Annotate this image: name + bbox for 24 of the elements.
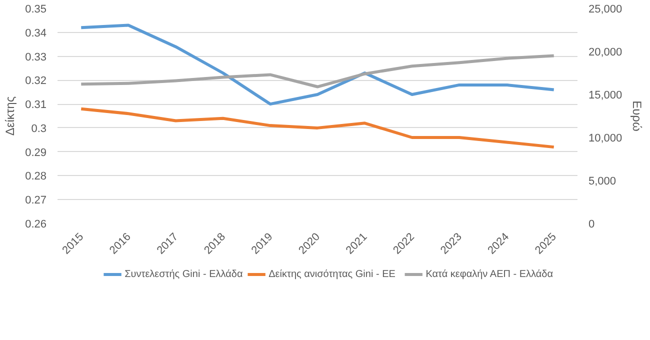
y-tick-label: 0.27 xyxy=(25,194,47,207)
legend-label: Συντελεστής Gini - Ελλάδα xyxy=(124,269,243,280)
y2-axis-title: Ευρώ xyxy=(630,100,644,132)
y-axis-title: Δείκτης xyxy=(3,96,18,136)
y-tick-label: 0.35 xyxy=(25,4,47,16)
y-tick-label: 0.26 xyxy=(25,218,47,230)
line-series xyxy=(80,54,556,88)
y-tick-label: 0.29 xyxy=(25,146,47,159)
y2-tick-label: 15,000 xyxy=(588,90,622,102)
y2-tick-label: 0 xyxy=(588,218,595,230)
y-tick-label: 0.31 xyxy=(25,99,47,112)
y2-tick-label: 20,000 xyxy=(588,46,622,58)
y-tick-label: 0.32 xyxy=(25,75,47,88)
y2-tick-label: 25,000 xyxy=(588,4,622,16)
y2-tick-label: 5,000 xyxy=(588,176,616,188)
y-tick-label: 0.34 xyxy=(25,27,47,40)
line-series xyxy=(80,107,556,149)
y-tick-label: 0.28 xyxy=(25,170,47,183)
y-tick-label: 0.3 xyxy=(31,122,47,135)
y2-tick-label: 10,000 xyxy=(588,132,622,144)
line-series xyxy=(80,24,556,106)
y-tick-label: 0.33 xyxy=(25,51,47,64)
legend-label: Δείκτης ανισότητας Gini - ΕΕ xyxy=(268,269,396,280)
legend-label: Κατά κεφαλήν ΑΕΠ - Ελλάδα xyxy=(426,269,554,280)
